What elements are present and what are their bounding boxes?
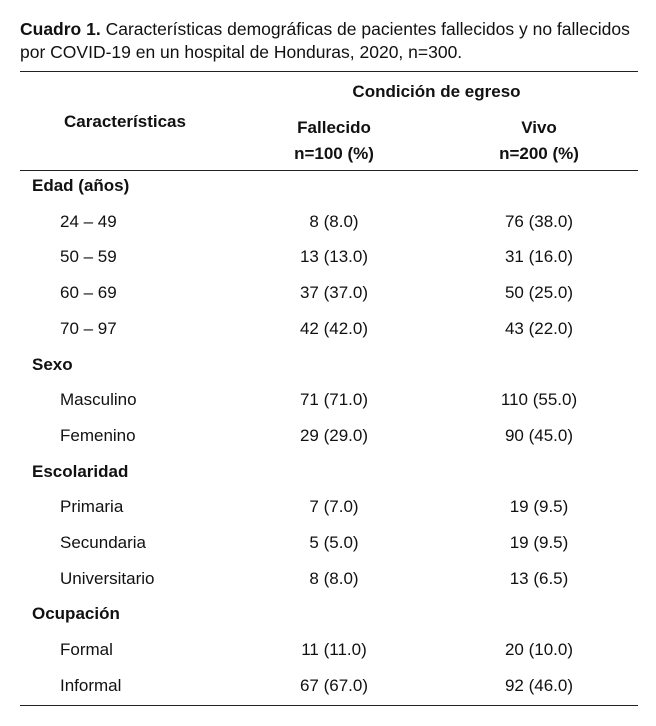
- row-label: Primaria: [60, 497, 124, 517]
- section-title: Edad (años): [32, 176, 130, 195]
- value-fallecido: 8 (8.0): [309, 211, 359, 231]
- row-label: Femenino: [60, 425, 136, 445]
- value-vivo: 19 (9.5): [509, 497, 569, 517]
- value-vivo: 76 (38.0): [504, 211, 574, 231]
- value-fallecido: 13 (13.0): [299, 247, 369, 267]
- value-fallecido: 37 (37.0): [299, 283, 369, 303]
- value-vivo: 13 (6.5): [509, 568, 569, 588]
- row-label: Informal: [60, 675, 122, 695]
- value-vivo: 31 (16.0): [504, 247, 574, 267]
- header-group: Condición de egreso: [352, 82, 521, 101]
- value-fallecido: 29 (29.0): [299, 425, 369, 445]
- value-fallecido: 67 (67.0): [299, 675, 369, 695]
- bottom-rule: [20, 705, 638, 706]
- row-label: 70 – 97: [60, 318, 117, 338]
- section-title: Ocupación: [32, 604, 120, 624]
- header-col1-line2: n=100 (%): [294, 144, 374, 163]
- row-label: 50 – 59: [60, 247, 117, 267]
- row-label: 24 – 49: [60, 211, 117, 231]
- row-label: 60 – 69: [60, 283, 117, 303]
- value-fallecido: 71 (71.0): [299, 390, 369, 410]
- header-rule: [20, 170, 638, 171]
- value-vivo: 110 (55.0): [500, 390, 578, 410]
- row-label: Secundaria: [60, 533, 147, 552]
- value-fallecido: 42 (42.0): [299, 318, 369, 338]
- header-characteristics: Características: [64, 112, 186, 131]
- row-label: Masculino: [60, 390, 137, 410]
- value-fallecido: 8 (8.0): [309, 568, 359, 588]
- header-col1-line1: Fallecido: [297, 118, 371, 137]
- row-label: Formal: [60, 640, 113, 660]
- value-vivo: 19 (9.5): [509, 533, 569, 552]
- header-col2-line2: n=200 (%): [499, 144, 579, 163]
- table-caption: Cuadro 1. Características demográficas d…: [20, 18, 638, 64]
- value-fallecido: 7 (7.0): [309, 497, 359, 517]
- top-rule: [20, 71, 638, 72]
- value-fallecido: 5 (5.0): [309, 533, 359, 552]
- value-vivo: 50 (25.0): [504, 283, 574, 303]
- value-vivo: 20 (10.0): [504, 640, 574, 660]
- section-title: Escolaridad: [32, 461, 129, 481]
- value-vivo: 92 (46.0): [504, 675, 574, 695]
- value-vivo: 90 (45.0): [504, 425, 574, 445]
- caption-text: Características demográficas de paciente…: [20, 19, 630, 62]
- value-vivo: 43 (22.0): [504, 318, 574, 338]
- header-col2-line1: Vivo: [521, 118, 557, 137]
- value-fallecido: 11 (11.0): [301, 640, 367, 660]
- caption-label: Cuadro 1.: [20, 19, 101, 39]
- section-title: Sexo: [32, 354, 73, 374]
- row-label: Universitario: [60, 568, 155, 588]
